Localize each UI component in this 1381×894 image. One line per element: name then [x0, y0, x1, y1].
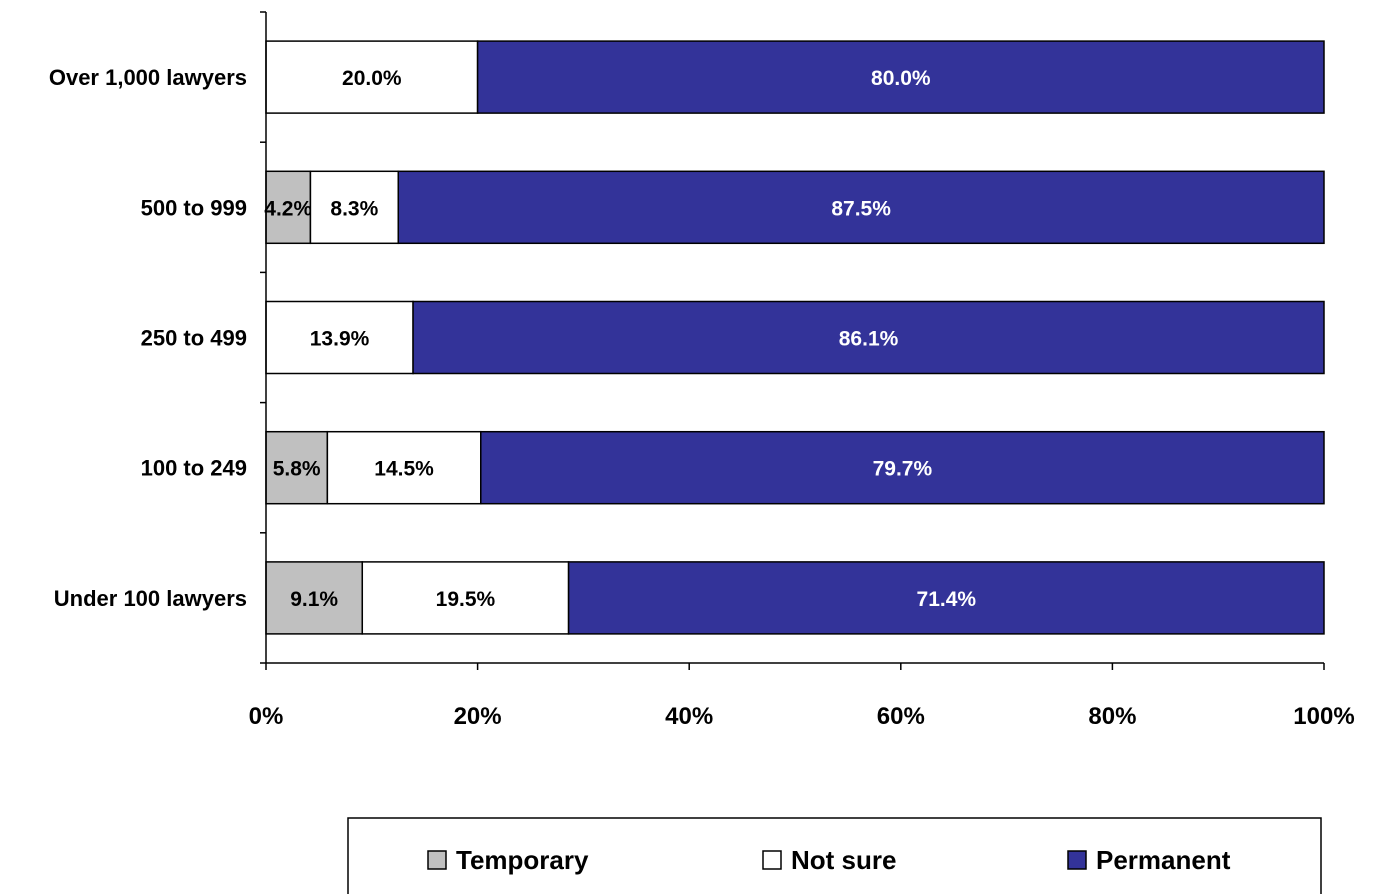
- bar-not-sure-100-to-249: [326, 430, 482, 505]
- x-tick-label-60: 60%: [877, 703, 925, 730]
- x-tick-label-0: 0%: [249, 703, 284, 730]
- legend: Temporary Not sure Permanent: [347, 817, 1322, 894]
- bar-permanent-over-1-000-lawyers: [476, 40, 1325, 114]
- data-label-temporary-under-100-lawyers: 9.1%: [290, 588, 338, 611]
- bar-permanent-100-to-249: [480, 430, 1325, 505]
- bar-not-sure-under-100-lawyers: [361, 561, 570, 635]
- category-label-500-to-999: 500 to 999: [141, 195, 247, 220]
- category-label-100-to-249: 100 to 249: [141, 456, 247, 481]
- data-label-temporary-100-to-249: 5.8%: [273, 458, 321, 481]
- x-tick-label-80: 80%: [1088, 703, 1136, 730]
- bar-not-sure-over-1-000-lawyers: [265, 40, 479, 114]
- legend-label-temporary: Temporary: [456, 845, 589, 875]
- data-label-not-sure-500-to-999: 8.3%: [330, 197, 378, 220]
- data-label-permanent-250-to-499: 86.1%: [839, 328, 899, 351]
- x-tick-label-20: 20%: [454, 703, 502, 730]
- data-label-not-sure-under-100-lawyers: 19.5%: [436, 588, 496, 611]
- bar-temporary-500-to-999: [265, 170, 312, 245]
- bar-permanent-500-to-999: [397, 170, 1325, 245]
- category-label-over-1-000-lawyers: Over 1,000 lawyers: [49, 65, 247, 90]
- data-label-not-sure-250-to-499: 13.9%: [310, 328, 370, 351]
- bar-permanent-under-100-lawyers: [567, 561, 1325, 635]
- data-label-permanent-over-1-000-lawyers: 80.0%: [871, 67, 931, 90]
- bars-layer: 20.0% 80.0% 4.2% 8.3% 87.5% 13.9% 86.1% 5.8% 14.…: [264, 40, 1325, 635]
- x-tick-label-100: 100%: [1293, 703, 1354, 730]
- legend-label-permanent: Permanent: [1096, 845, 1231, 875]
- data-label-temporary-500-to-999: 4.2%: [264, 197, 312, 220]
- data-label-permanent-500-to-999: 87.5%: [831, 197, 891, 220]
- data-label-permanent-under-100-lawyers: 71.4%: [917, 588, 977, 611]
- legend-label-not-sure: Not sure: [791, 845, 896, 875]
- data-label-permanent-100-to-249: 79.7%: [873, 458, 933, 481]
- legend-swatch-permanent: [1067, 850, 1087, 870]
- category-label-under-100-lawyers: Under 100 lawyers: [54, 586, 247, 611]
- legend-box: [347, 817, 1322, 894]
- bar-permanent-250-to-499: [412, 300, 1325, 375]
- legend-swatch-not-sure: [762, 850, 782, 870]
- data-label-not-sure-100-to-249: 14.5%: [374, 458, 434, 481]
- legend-swatch-temporary: [427, 850, 447, 870]
- data-label-not-sure-over-1-000-lawyers: 20.0%: [342, 67, 402, 90]
- x-tick-label-40: 40%: [665, 703, 713, 730]
- category-label-250-to-499: 250 to 499: [141, 326, 247, 351]
- axis-layer: Over 1,000 lawyers 500 to 999 250 to 499 10…: [49, 11, 1355, 730]
